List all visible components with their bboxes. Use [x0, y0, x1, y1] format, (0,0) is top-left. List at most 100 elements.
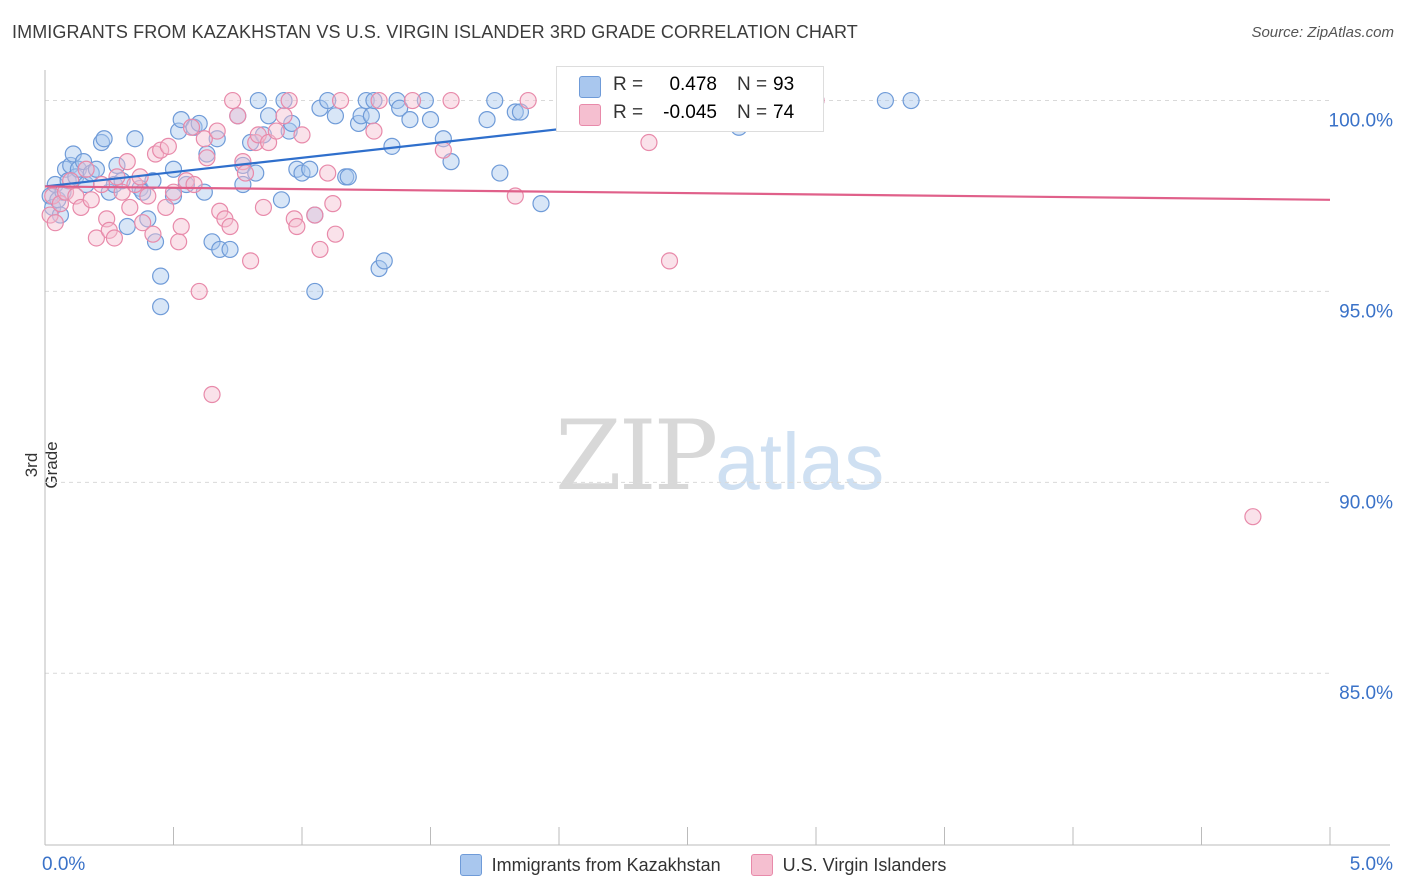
virgin-islander-point — [224, 91, 242, 110]
virgin-islander-point — [77, 160, 95, 178]
kazakhstan-point — [421, 111, 440, 129]
y-tick-label: 90.0% — [1339, 492, 1393, 513]
virgin-islander-point — [82, 191, 100, 209]
kazakhstan-point — [532, 195, 550, 213]
kazakhstan-point — [491, 164, 509, 182]
virgin-islander-point — [1244, 508, 1262, 526]
virgin-islander-point — [170, 233, 188, 251]
stats-swatch-kazakhstan — [579, 76, 601, 98]
virgin-islander-point — [198, 149, 216, 167]
kazakhstan-point — [319, 91, 337, 110]
legend-item-kazakhstan[interactable]: Immigrants from Kazakhstan — [459, 850, 721, 880]
watermark: ZIPatlas — [555, 400, 884, 512]
virgin-islander-point — [203, 385, 221, 404]
stats-n-label: N = — [737, 74, 768, 95]
kazakhstan-point — [118, 217, 136, 236]
virgin-islander-point — [105, 229, 123, 247]
legend-label-virgin-islanders: U.S. Virgin Islanders — [782, 854, 947, 875]
stats-n-value-virgin-islanders: 74 — [773, 102, 795, 123]
virgin-islander-point — [182, 118, 201, 136]
virgin-islander-point — [331, 91, 350, 110]
stats-row-virgin-islanders: R = -0.045 N = 74 — [557, 100, 823, 130]
stats-n-label: N = — [737, 102, 768, 123]
virgin-islander-point — [403, 91, 422, 110]
kazakhstan-point — [144, 172, 162, 190]
kazakhstan-point — [375, 252, 393, 270]
kazakhstan-point — [326, 107, 345, 125]
kazakhstan-point — [876, 91, 894, 110]
virgin-islander-point — [326, 225, 345, 243]
kazakhstan-point — [221, 240, 239, 259]
watermark-atlas: atlas — [715, 417, 885, 506]
virgin-islander-point — [121, 198, 139, 217]
stats-n-value-kazakhstan: 93 — [773, 74, 795, 95]
chart-source: Source: ZipAtlas.com — [1251, 24, 1394, 41]
virgin-islander-point — [87, 229, 106, 247]
kazakhstan-point — [506, 103, 524, 121]
virgin-islander-point — [280, 91, 298, 110]
kazakhstan-point — [391, 99, 409, 117]
kazakhstan-point — [249, 91, 267, 110]
stats-swatch-virgin-islanders — [579, 104, 601, 126]
stats-box: R = 0.478 N = 93 R = -0.045 N = 74 — [556, 66, 824, 132]
virgin-islander-point — [144, 225, 162, 243]
virgin-islander-point — [275, 107, 293, 125]
virgin-islander-point — [293, 126, 311, 144]
virgin-islander-point — [134, 214, 152, 232]
kazakhstan-point — [272, 191, 291, 209]
watermark-zip: ZIP — [555, 400, 718, 512]
virgin-islander-point — [46, 214, 64, 232]
stats-row-kazakhstan: R = 0.478 N = 93 — [557, 72, 823, 102]
kazakhstan-point — [95, 130, 113, 148]
legend-swatch-kazakhstan — [459, 854, 482, 876]
virgin-islander-point — [254, 198, 273, 217]
stats-r-label: R = — [613, 74, 644, 95]
kazakhstan-point — [126, 130, 144, 148]
kazakhstan-point — [293, 164, 311, 182]
virgin-islander-point — [185, 175, 203, 194]
virgin-islander-point — [172, 217, 190, 236]
kazakhstan-point — [301, 160, 319, 178]
stats-r-value-kazakhstan: 0.478 — [669, 74, 717, 95]
virgin-islander-point — [208, 122, 226, 140]
virgin-islander-point — [221, 217, 239, 236]
virgin-islander-point — [640, 133, 658, 152]
kazakhstan-point — [164, 160, 183, 178]
virgin-islander-point — [267, 122, 285, 140]
virgin-islander-point — [660, 252, 679, 270]
virgin-islander-point — [442, 91, 460, 110]
virgin-islander-point — [236, 164, 255, 182]
kazakhstan-point — [416, 91, 434, 110]
kazakhstan-point — [902, 91, 920, 110]
x-tick-label: 0.0% — [42, 854, 85, 875]
virgin-islander-point — [519, 91, 537, 110]
stats-r-label: R = — [613, 102, 644, 123]
virgin-islander-point — [288, 217, 306, 236]
kazakhstan-point — [152, 298, 170, 316]
virgin-islander-point — [324, 195, 342, 213]
kazakhstan-point — [339, 168, 357, 186]
virgin-islander-point — [195, 130, 213, 148]
kazakhstan-point — [152, 267, 170, 285]
legend-item-virgin-islanders[interactable]: U.S. Virgin Islanders — [750, 850, 947, 880]
stats-r-value-virgin-islanders: -0.045 — [663, 102, 717, 123]
virgin-islander-point — [311, 240, 329, 259]
kazakhstan-point — [486, 91, 504, 110]
kazakhstan-point — [306, 282, 324, 301]
kazakhstan-point — [190, 114, 208, 133]
virgin-islander-point — [242, 252, 260, 270]
virgin-islander-point — [139, 187, 157, 205]
kazakhstan-point — [365, 91, 383, 110]
virgin-islander-point — [118, 153, 136, 171]
virgin-islander-point — [164, 183, 183, 201]
virgin-islander-point — [319, 164, 337, 182]
x-tick-label: 5.0% — [1350, 854, 1393, 875]
kazakhstan-point — [478, 111, 496, 129]
kazakhstan-point — [259, 107, 278, 125]
virgin-islander-point — [190, 282, 208, 301]
virgin-islander-point — [157, 198, 175, 217]
kazakhstan-point — [401, 111, 419, 129]
legend-swatch-virgin-islanders — [750, 854, 773, 876]
kazakhstan-point — [362, 107, 380, 125]
virgin-islander-point — [229, 107, 247, 125]
